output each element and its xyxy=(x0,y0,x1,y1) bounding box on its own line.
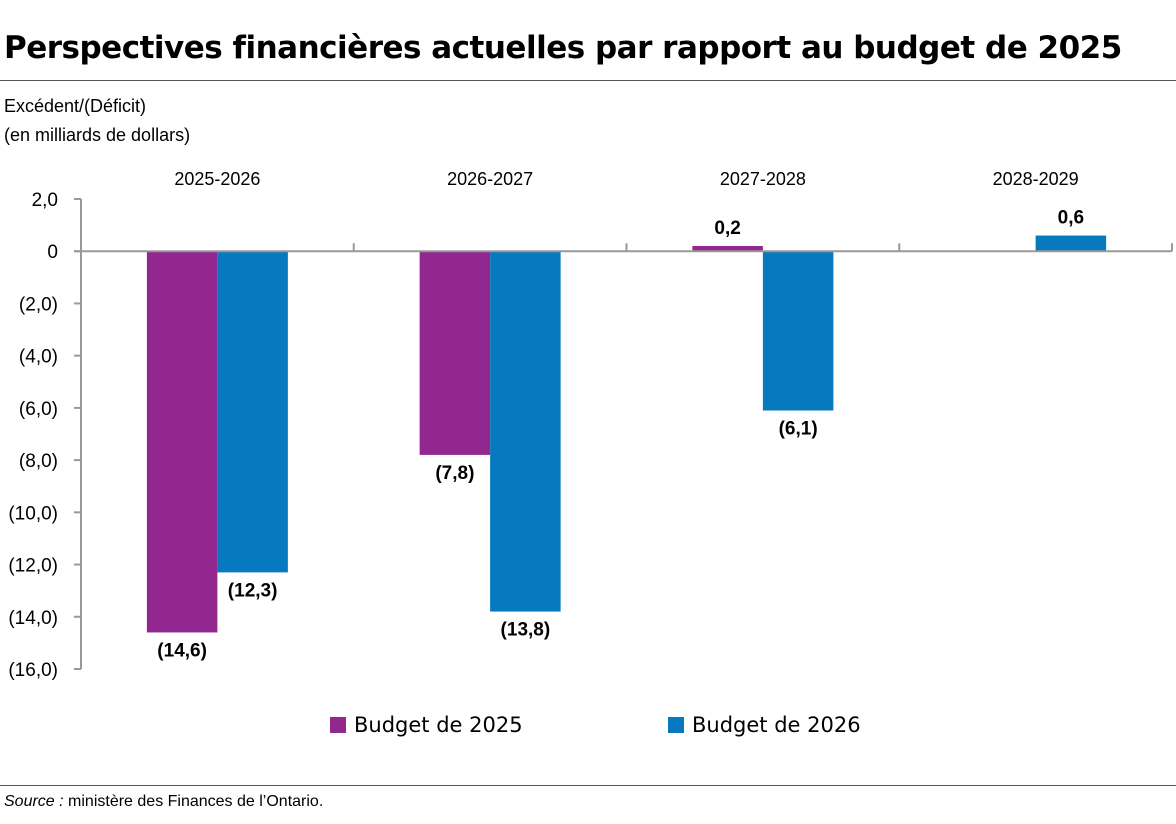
y-tick-label: 2,0 xyxy=(32,190,58,211)
source-note: Source : ministère des Finances de l’Ont… xyxy=(4,793,323,811)
legend-swatch-budget-2026 xyxy=(668,717,684,733)
data-label: 0,2 xyxy=(714,218,740,239)
category-label: 2027-2028 xyxy=(720,169,806,189)
bar-budget-de-2025-2025-2026 xyxy=(146,251,218,633)
source-text: ministère des Finances de l’Ontario. xyxy=(63,793,324,810)
y-tick-label: (2,0) xyxy=(19,294,58,315)
y-tick-label: (12,0) xyxy=(8,556,58,577)
data-label: (12,3) xyxy=(228,580,278,601)
y-tick-label: (10,0) xyxy=(8,503,58,524)
y-axis-label-line1: Excédent/(Déficit) xyxy=(4,96,147,116)
y-tick-label: 0 xyxy=(47,242,58,263)
title-divider xyxy=(0,80,1176,81)
data-label: 0,6 xyxy=(1058,208,1084,229)
y-tick-label: (6,0) xyxy=(19,399,58,420)
bar-budget-de-2026-2026-2027 xyxy=(490,251,561,612)
y-tick-label: (16,0) xyxy=(8,660,58,681)
chart-title: Perspectives financières actuelles par r… xyxy=(4,30,1122,66)
y-tick-label: (14,0) xyxy=(8,608,58,629)
data-label: (7,8) xyxy=(435,463,474,484)
source-label: Source : xyxy=(4,793,64,810)
legend-label: Budget de 2026 xyxy=(692,713,861,737)
y-tick-label: (4,0) xyxy=(19,347,58,368)
bar-budget-de-2025-2027-2028 xyxy=(692,246,763,252)
bar-chart: 2,0 0 (2,0) (4,0) (6,0) (8,0) (10,0) (12,0) (14,… xyxy=(8,169,1173,681)
bar-budget-de-2026-2025-2026 xyxy=(217,251,288,573)
data-label: (6,1) xyxy=(779,419,818,440)
legend-item-budget-2026: Budget de 2026 xyxy=(668,713,861,737)
bar-budget-de-2026-2028-2029 xyxy=(1035,235,1107,252)
legend-swatch-budget-2025 xyxy=(330,717,346,733)
data-label: (14,6) xyxy=(157,640,207,661)
bar-budget-de-2025-2026-2027 xyxy=(419,251,491,455)
legend-label: Budget de 2025 xyxy=(354,713,523,737)
bar-budget-de-2026-2027-2028 xyxy=(762,251,834,411)
y-axis-label-line2: (en milliards de dollars) xyxy=(4,125,191,145)
legend-item-budget-2025: Budget de 2025 xyxy=(330,713,523,737)
source-divider xyxy=(0,785,1176,786)
data-label: (13,8) xyxy=(501,620,551,641)
category-label: 2025-2026 xyxy=(174,169,260,189)
category-label: 2026-2027 xyxy=(447,169,533,189)
category-label: 2028-2029 xyxy=(993,169,1079,189)
y-tick-label: (8,0) xyxy=(19,451,58,472)
